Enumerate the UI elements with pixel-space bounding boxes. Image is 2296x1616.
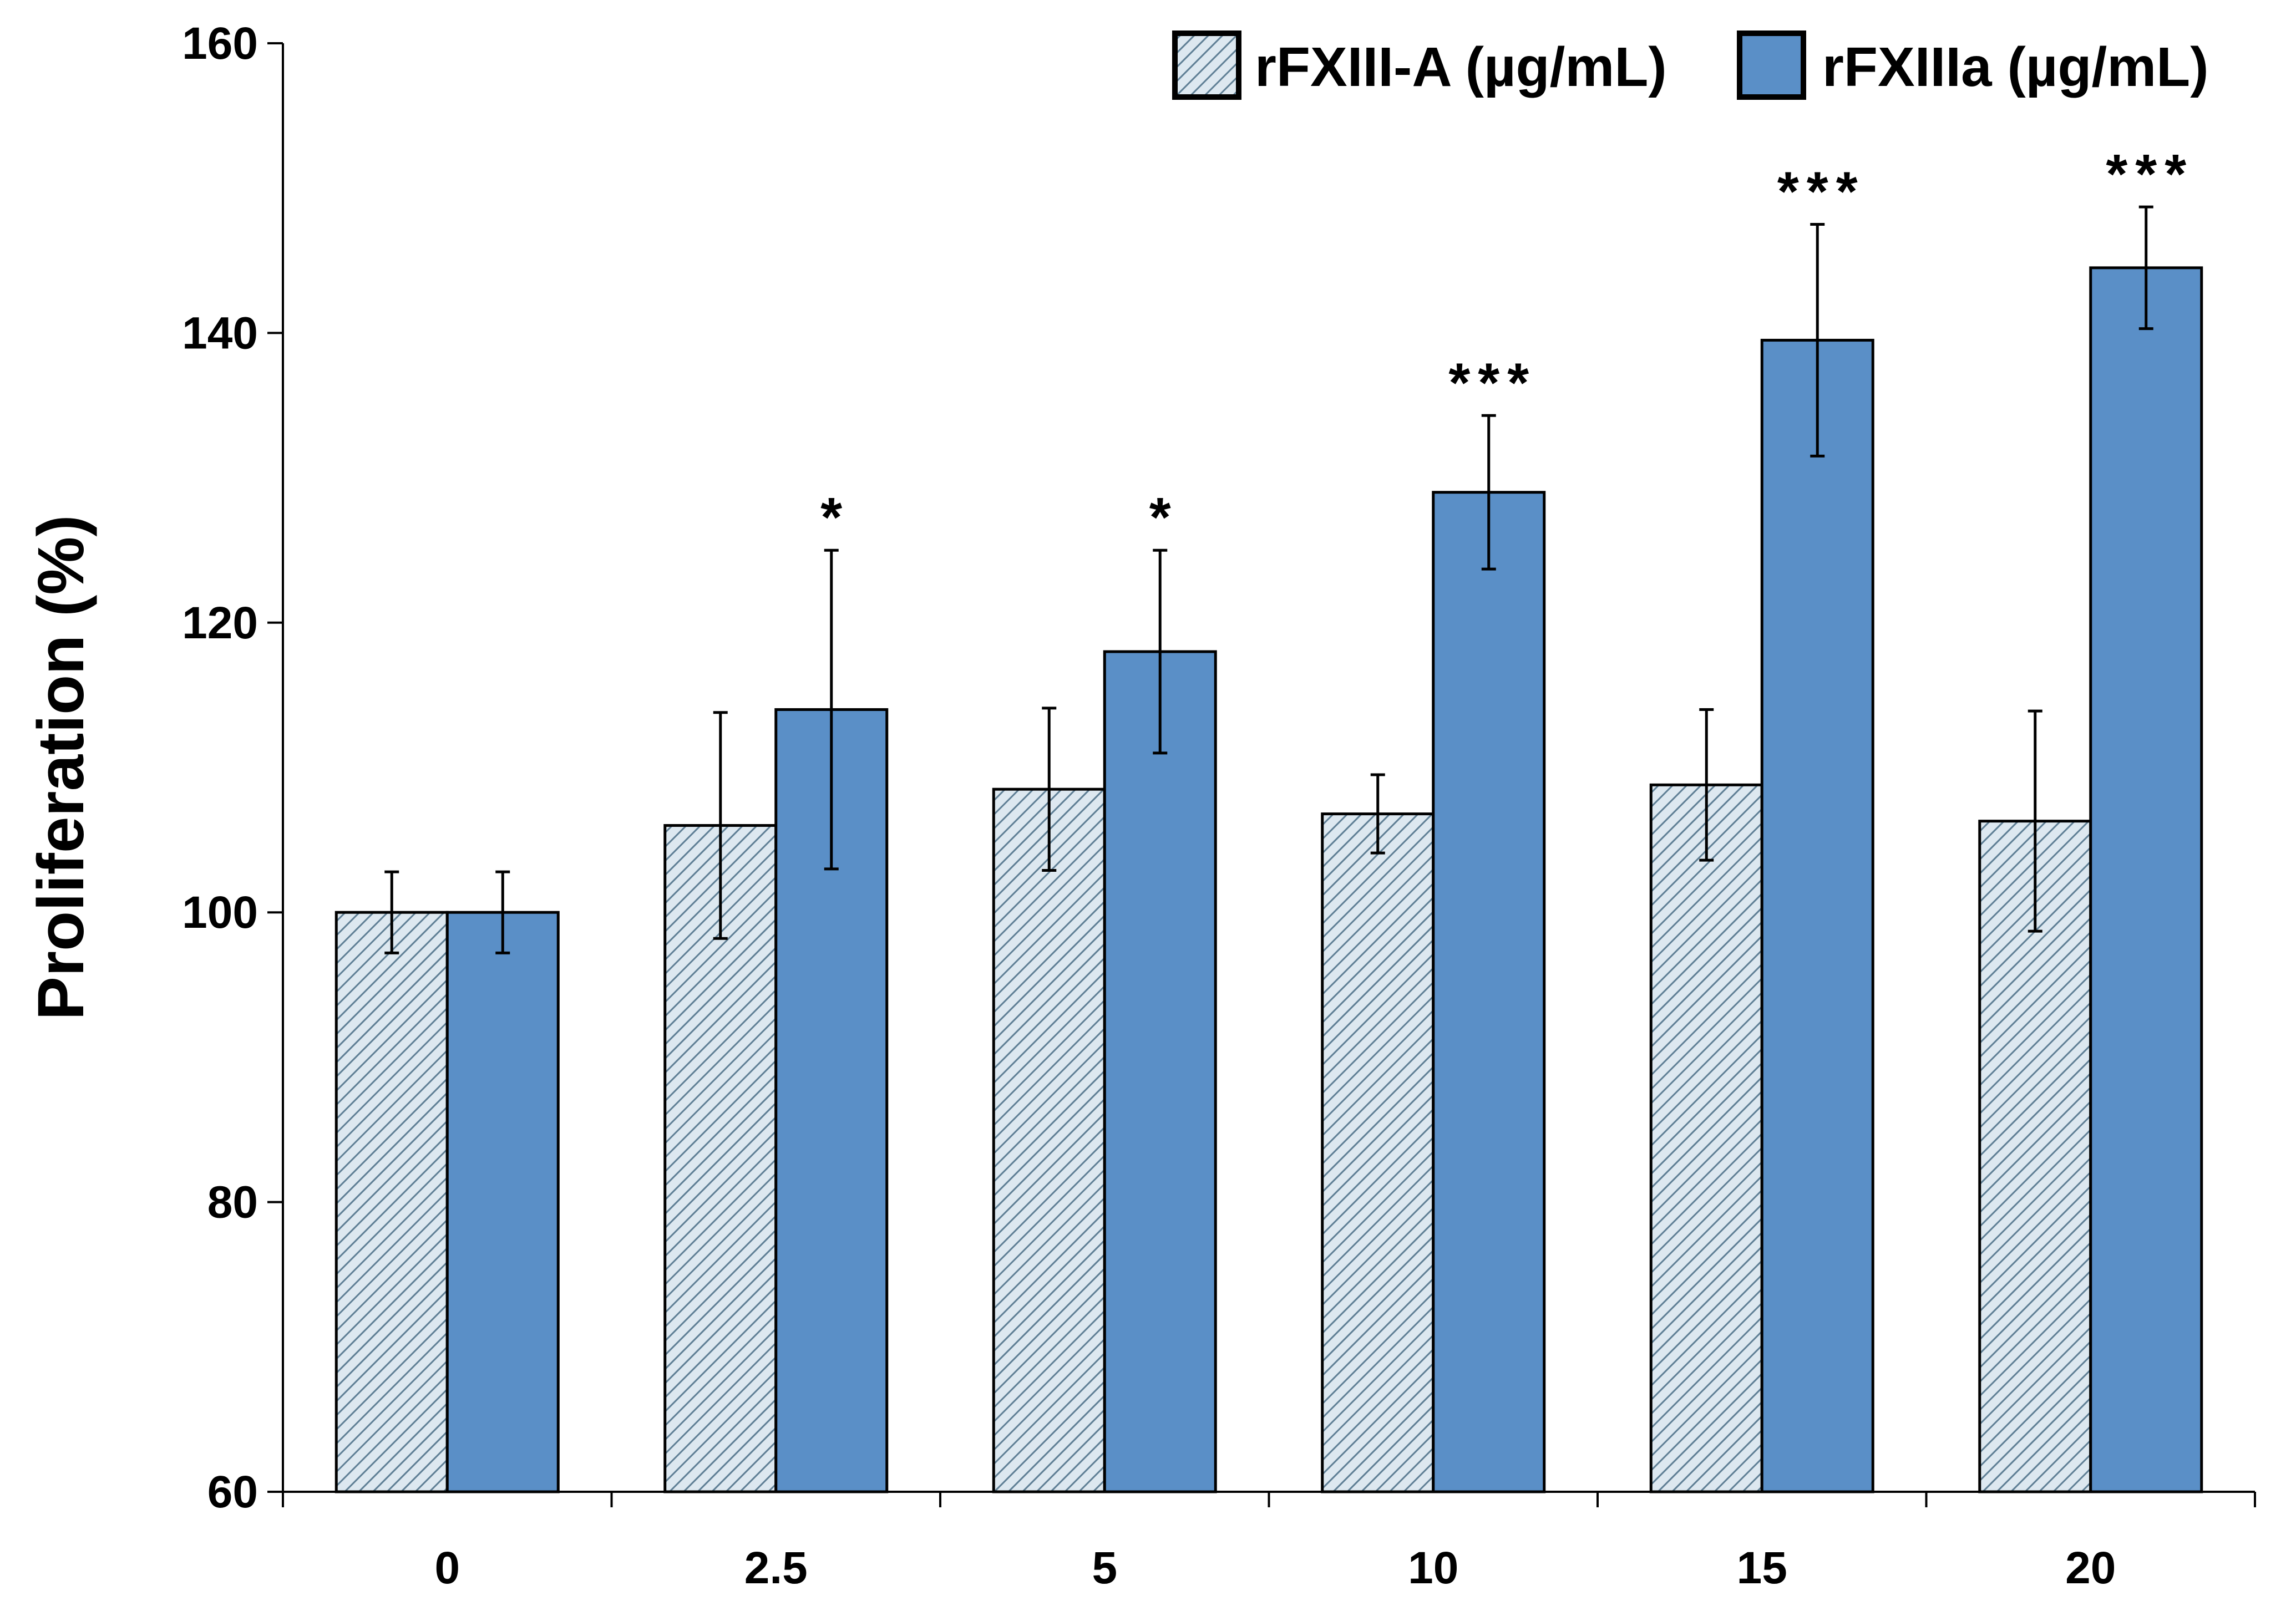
significance-label: ***: [1777, 161, 1866, 223]
y-tick-label: 100: [182, 887, 258, 938]
bar-rfxiii-a: [334, 911, 449, 1493]
bars: [334, 266, 2203, 1493]
bar-rfxiii-a: [1321, 812, 1435, 1493]
x-tick-label: 2.5: [744, 1543, 808, 1593]
x-tick-label: 20: [2065, 1543, 2116, 1593]
y-tick-label: 60: [207, 1467, 258, 1517]
significance-label: ***: [1448, 352, 1537, 414]
x-tick-label: 15: [1737, 1543, 1787, 1593]
y-axis-label: Proliferation (%): [24, 515, 98, 1020]
bar-rfxiiia: [1103, 650, 1217, 1493]
x-tick-label: 10: [1408, 1543, 1458, 1593]
legend-label-rfxiiia: rFXIIIa (µg/mL): [1822, 36, 2209, 98]
y-tick-label: 80: [207, 1177, 258, 1228]
axes: [267, 42, 2256, 1507]
y-tick-label: 160: [182, 18, 258, 69]
legend-label-rfxiii-a: rFXIII-A (µg/mL): [1255, 36, 1667, 98]
bar-rfxiii-a: [992, 787, 1106, 1493]
bar-rfxiiia: [1760, 338, 1874, 1493]
y-tick-label: 140: [182, 308, 258, 358]
bar-rfxiiia: [2089, 266, 2203, 1493]
labels: 60 80 100 120 140 160 0 2.5 5 10 15 20 Proliferation…: [24, 18, 2194, 1593]
legend: rFXIII-A (µg/mL) rFXIIIa (µg/mL): [1172, 31, 2209, 100]
significance-label: ***: [2106, 143, 2194, 205]
bar-rfxiiia: [1432, 491, 1546, 1493]
legend-swatch-rfxiiia: [1737, 31, 1806, 100]
legend-swatch-rfxiii-a: [1172, 31, 1241, 100]
bar-rfxiiia: [445, 911, 560, 1493]
y-tick-label: 120: [182, 598, 258, 648]
error-bars: [384, 205, 2153, 954]
significance-label: *: [1149, 486, 1179, 548]
bar-rfxiii-a: [1649, 783, 1763, 1493]
x-tick-label: 5: [1092, 1543, 1117, 1593]
significance-label: *: [820, 486, 850, 548]
x-tick-label: 0: [434, 1543, 460, 1593]
